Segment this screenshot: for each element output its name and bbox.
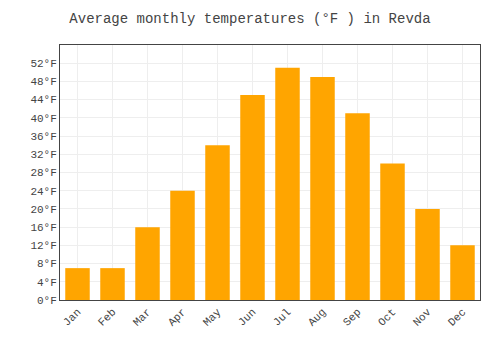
svg-text:Aug: Aug	[306, 306, 328, 328]
svg-text:Mar: Mar	[131, 306, 153, 328]
svg-text:16°F: 16°F	[30, 222, 56, 234]
svg-text:44°F: 44°F	[30, 94, 56, 106]
svg-text:0°F: 0°F	[37, 295, 57, 307]
svg-text:Sep: Sep	[341, 306, 363, 328]
svg-text:Oct: Oct	[376, 306, 398, 328]
svg-text:20°F: 20°F	[30, 204, 56, 216]
svg-text:May: May	[201, 306, 224, 329]
svg-text:32°F: 32°F	[30, 149, 56, 161]
svg-text:36°F: 36°F	[30, 131, 56, 143]
svg-text:Jan: Jan	[61, 306, 83, 328]
svg-text:40°F: 40°F	[30, 113, 56, 125]
svg-text:4°F: 4°F	[37, 277, 57, 289]
svg-text:Jul: Jul	[271, 306, 293, 328]
svg-text:48°F: 48°F	[30, 76, 56, 88]
svg-text:24°F: 24°F	[30, 186, 56, 198]
svg-text:Apr: Apr	[166, 306, 188, 328]
svg-text:Feb: Feb	[96, 306, 118, 328]
svg-text:Dec: Dec	[446, 306, 468, 328]
svg-text:12°F: 12°F	[30, 240, 56, 252]
svg-text:8°F: 8°F	[37, 258, 57, 270]
svg-text:Jun: Jun	[236, 306, 258, 328]
svg-text:Average monthly temperatures (: Average monthly temperatures (°F ) in Re…	[69, 11, 430, 27]
svg-text:Nov: Nov	[411, 306, 434, 329]
svg-text:28°F: 28°F	[30, 167, 56, 179]
svg-text:52°F: 52°F	[30, 58, 56, 70]
